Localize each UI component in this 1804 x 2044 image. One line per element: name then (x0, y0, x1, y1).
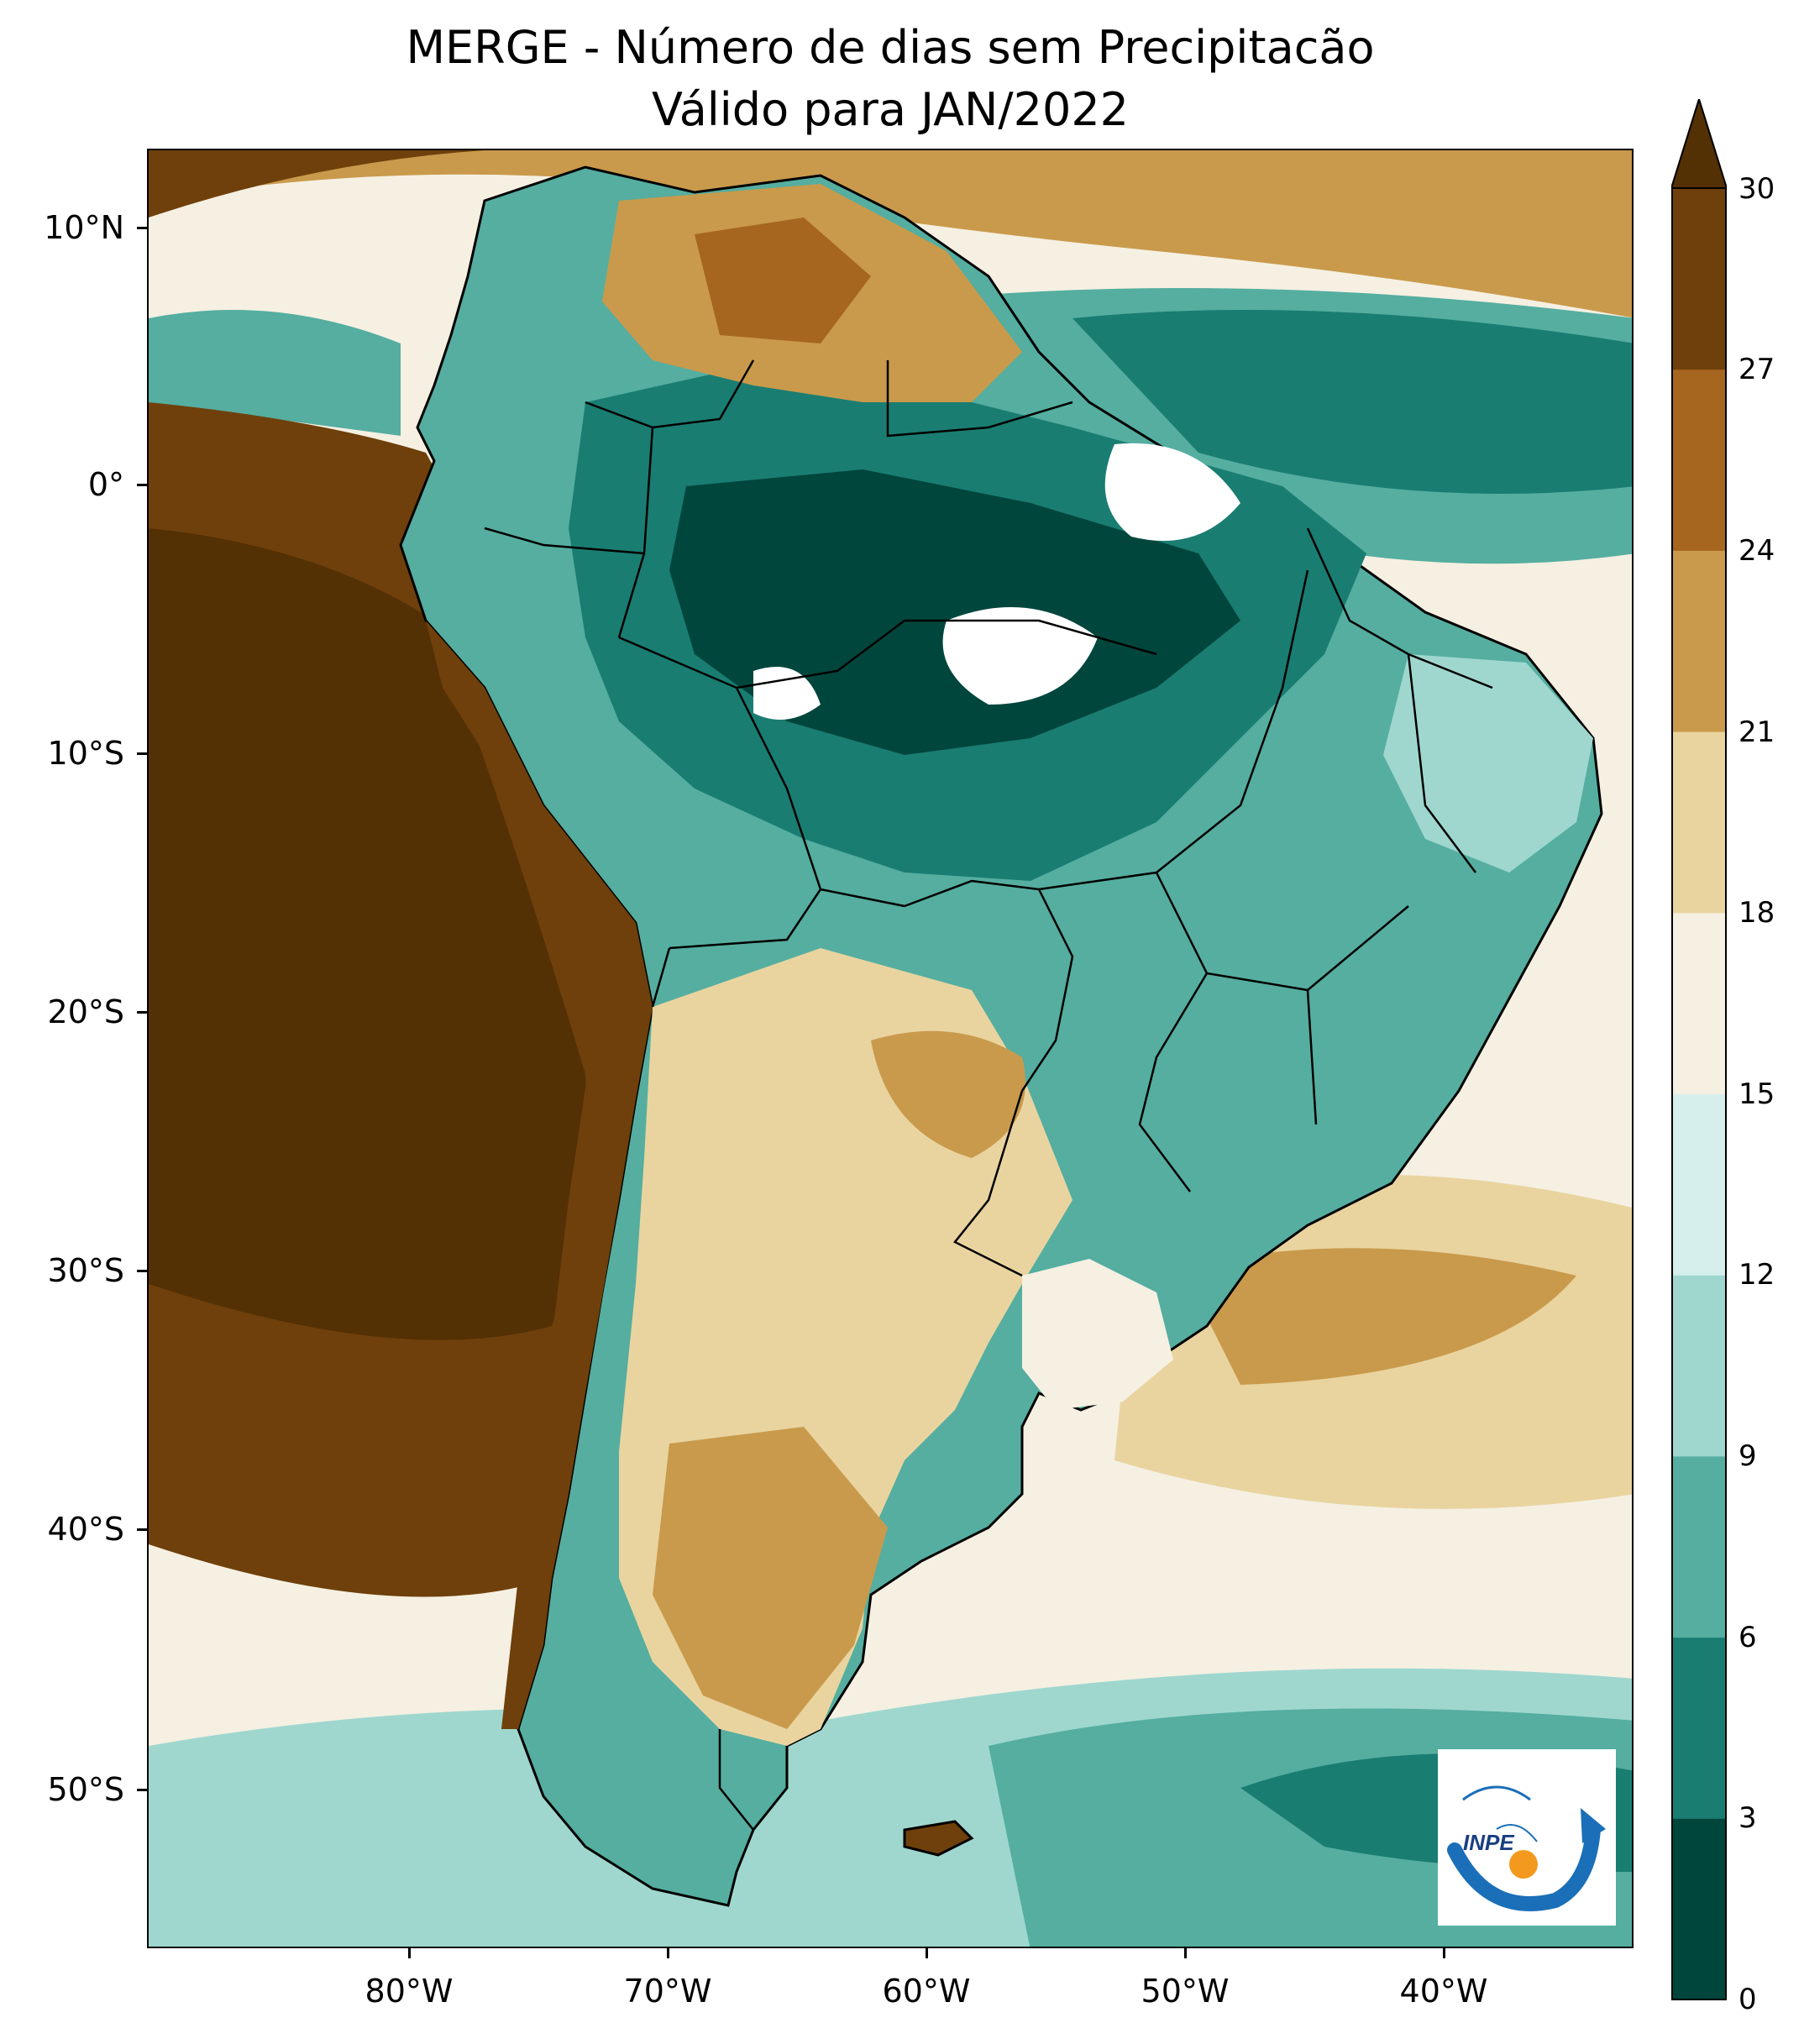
colorbar (1671, 99, 1727, 2000)
border (718, 1729, 754, 1831)
border (735, 687, 905, 908)
venezuela-very-dry (695, 218, 871, 343)
patagonia-dry (653, 1427, 888, 1729)
border (585, 359, 755, 429)
map-panel (147, 149, 1634, 1948)
colorbar-label-27: 27 (1738, 353, 1775, 386)
border (618, 619, 1157, 689)
colorbar-outline (1671, 187, 1727, 2000)
colorbar-segment (1672, 1275, 1726, 1457)
logo-arc-top (1462, 1785, 1531, 1801)
caribbean-very-dry (149, 150, 653, 218)
lon-label-60w: 60°W (882, 1973, 971, 2010)
lat-tick (137, 1789, 147, 1791)
colorbar-label-15: 15 (1738, 1077, 1775, 1111)
border (953, 1090, 1024, 1277)
colorbar-segment (1672, 1093, 1726, 1276)
border (1306, 527, 1493, 689)
chaco-dry (871, 1030, 1025, 1158)
no-data-patch (942, 607, 1098, 705)
amazon-core (669, 469, 1240, 755)
colorbar-label-9: 9 (1738, 1439, 1757, 1473)
lon-tick (1184, 1948, 1187, 1958)
border (1138, 972, 1209, 1192)
border (1407, 653, 1476, 873)
lon-label-70w: 70°W (623, 1973, 712, 2010)
lat-label-50s: 50°S (47, 1771, 124, 1808)
precipitation-map (149, 150, 1632, 1947)
falkland-islands (903, 1820, 974, 1857)
border (1038, 569, 1309, 891)
logo-text: INPE (1463, 1830, 1514, 1855)
atlantic-wet-core (1072, 310, 1632, 494)
inpe-logo-graphic: INPE (1447, 1785, 1606, 1911)
lat-tick (137, 227, 147, 229)
colorbar-label-24: 24 (1738, 534, 1775, 568)
colorbar-label-21: 21 (1738, 715, 1775, 749)
border (651, 947, 671, 1008)
lon-tick (926, 1948, 928, 1958)
lon-label-40w: 40°W (1399, 1973, 1488, 2010)
border (1155, 872, 1409, 992)
colorbar-segment (1672, 369, 1726, 551)
border (669, 888, 822, 950)
lat-tick (137, 752, 147, 755)
andes-dry (426, 621, 653, 1729)
lat-tick (137, 484, 147, 486)
pacific-extreme-dry (149, 528, 587, 1340)
logo-inner-arc (1496, 1824, 1538, 1842)
colorbar-segment (1672, 1455, 1726, 1638)
lon-tick (408, 1948, 411, 1958)
colorbar-segment (1672, 1818, 1726, 2000)
colorbar-label-6: 6 (1738, 1621, 1757, 1654)
colorbar-segments (1672, 188, 1726, 2000)
pacific-wet-band (149, 310, 401, 436)
no-data-patch (753, 667, 821, 720)
colorbar-segment (1672, 731, 1726, 914)
lon-tick (1443, 1948, 1445, 1958)
map-subtitle: Válido para JAN/2022 (651, 83, 1130, 136)
colorbar-segment (1672, 550, 1726, 732)
logo-dot (1509, 1850, 1538, 1879)
colorbar-segment (1672, 1637, 1726, 1819)
lat-tick (137, 1528, 147, 1531)
lon-tick (667, 1948, 669, 1958)
lat-label-40s: 40°S (47, 1511, 124, 1548)
lon-label-50w: 50°W (1141, 1973, 1230, 2010)
uruguay-neutral (1022, 1259, 1173, 1410)
logo-arrow (1581, 1808, 1606, 1843)
north-dry-band (149, 150, 1632, 318)
colorbar-label-3: 3 (1738, 1801, 1757, 1835)
political-borders (484, 359, 1493, 1831)
colorbar-extend-arrow (1671, 99, 1727, 189)
southeast-moist (1140, 881, 1476, 1141)
map-title: MERGE - Número de dias sem Precipitacão (406, 21, 1375, 74)
border (484, 527, 645, 555)
border (1306, 989, 1318, 1125)
border (886, 360, 1073, 438)
colorbar-segment (1672, 188, 1726, 370)
lat-label-0: 0° (87, 466, 124, 503)
lon-label-80w: 80°W (364, 1973, 454, 2010)
lat-tick (137, 1011, 147, 1014)
colorbar-segment (1672, 912, 1726, 1094)
colorbar-label-12: 12 (1738, 1258, 1775, 1292)
lat-tick (137, 1270, 147, 1272)
lat-label-30s: 30°S (47, 1252, 124, 1289)
border (904, 879, 1074, 1092)
lat-label-10s: 10°S (47, 735, 124, 772)
colorbar-label-18: 18 (1738, 896, 1775, 930)
south-atlantic-dry (1182, 1248, 1576, 1385)
colorbar-label-0: 0 (1738, 1983, 1757, 2016)
lat-label-20s: 20°S (47, 993, 124, 1030)
logo-arc-swoosh (1447, 1821, 1601, 1911)
no-data-patch (1104, 443, 1240, 541)
inpe-logo: INPE (1438, 1749, 1616, 1926)
colorbar-label-30: 30 (1738, 172, 1775, 206)
lat-label-10n: 10°N (44, 209, 124, 246)
